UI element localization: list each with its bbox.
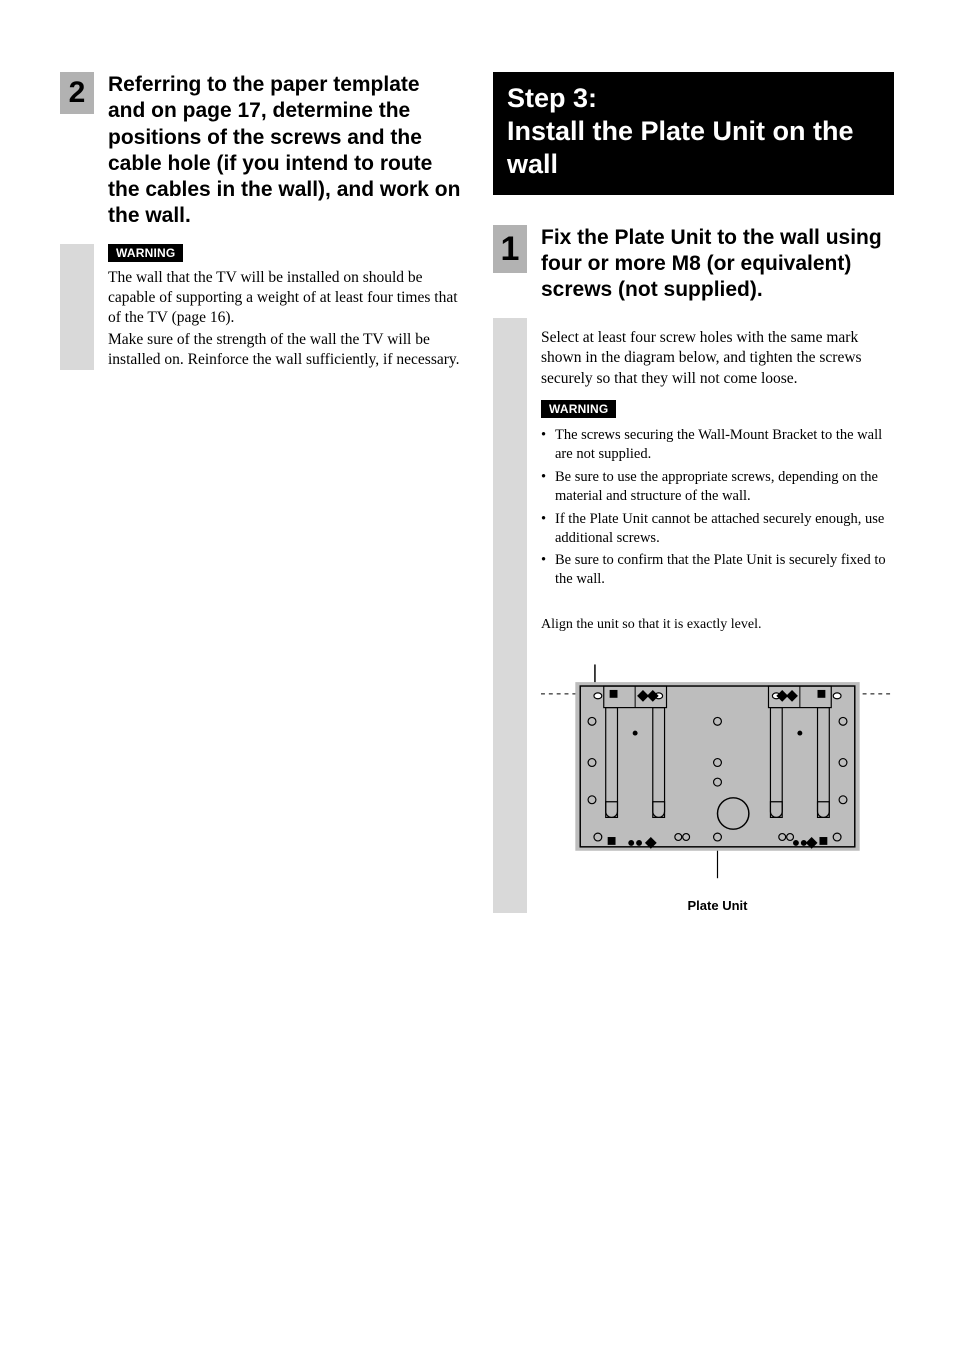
step2-heading: Referring to the paper template and on p…	[108, 72, 461, 230]
step3-body-strip: Select at least four screw holes with th…	[493, 318, 894, 913]
step3-sub1-number: 1	[501, 232, 520, 266]
step2-warning-p2: Make sure of the strength of the wall th…	[108, 330, 461, 370]
warning-label-right: WARNING	[541, 400, 616, 418]
step3-intro: Select at least four screw holes with th…	[541, 328, 894, 391]
warning-item: If the Plate Unit cannot be attached sec…	[555, 510, 894, 548]
warning-label-left: WARNING	[108, 244, 183, 262]
step3-banner: Step 3: Install the Plate Unit on the wa…	[493, 72, 894, 195]
step2-row: 2 Referring to the paper template and on…	[60, 72, 461, 230]
warning-item: Be sure to use the appropriate screws, d…	[555, 468, 894, 506]
step2-warning-p1: The wall that the TV will be installed o…	[108, 268, 461, 328]
right-column: Step 3: Install the Plate Unit on the wa…	[493, 72, 894, 1291]
step3-warning-list: The screws securing the Wall-Mount Brack…	[541, 426, 894, 589]
step3-sub1-number-box: 1	[493, 225, 527, 273]
diagram-caption: Align the unit so that it is exactly lev…	[541, 617, 894, 633]
left-column: 2 Referring to the paper template and on…	[60, 72, 461, 1291]
step3-body: Select at least four screw holes with th…	[541, 318, 894, 913]
plate-unit-diagram: Plate Unit	[541, 637, 894, 913]
manual-page: 2 Referring to the paper template and on…	[0, 0, 954, 1351]
step3-sub1-row: 1 Fix the Plate Unit to the wall using f…	[493, 225, 894, 304]
step3-ribbon	[493, 318, 527, 913]
warning-item: The screws securing the Wall-Mount Brack…	[555, 426, 894, 464]
step2-body-strip: WARNING The wall that the TV will be ins…	[60, 244, 461, 371]
plate-unit-label: Plate Unit	[541, 898, 894, 913]
plate-diagram-svg	[541, 637, 894, 892]
step2-body: WARNING The wall that the TV will be ins…	[108, 244, 461, 371]
step2-number: 2	[69, 78, 86, 108]
warning-item: Be sure to confirm that the Plate Unit i…	[555, 551, 894, 589]
step3-sub1-heading: Fix the Plate Unit to the wall using fou…	[541, 225, 894, 304]
step2-number-box: 2	[60, 72, 94, 114]
step2-ribbon	[60, 244, 94, 371]
